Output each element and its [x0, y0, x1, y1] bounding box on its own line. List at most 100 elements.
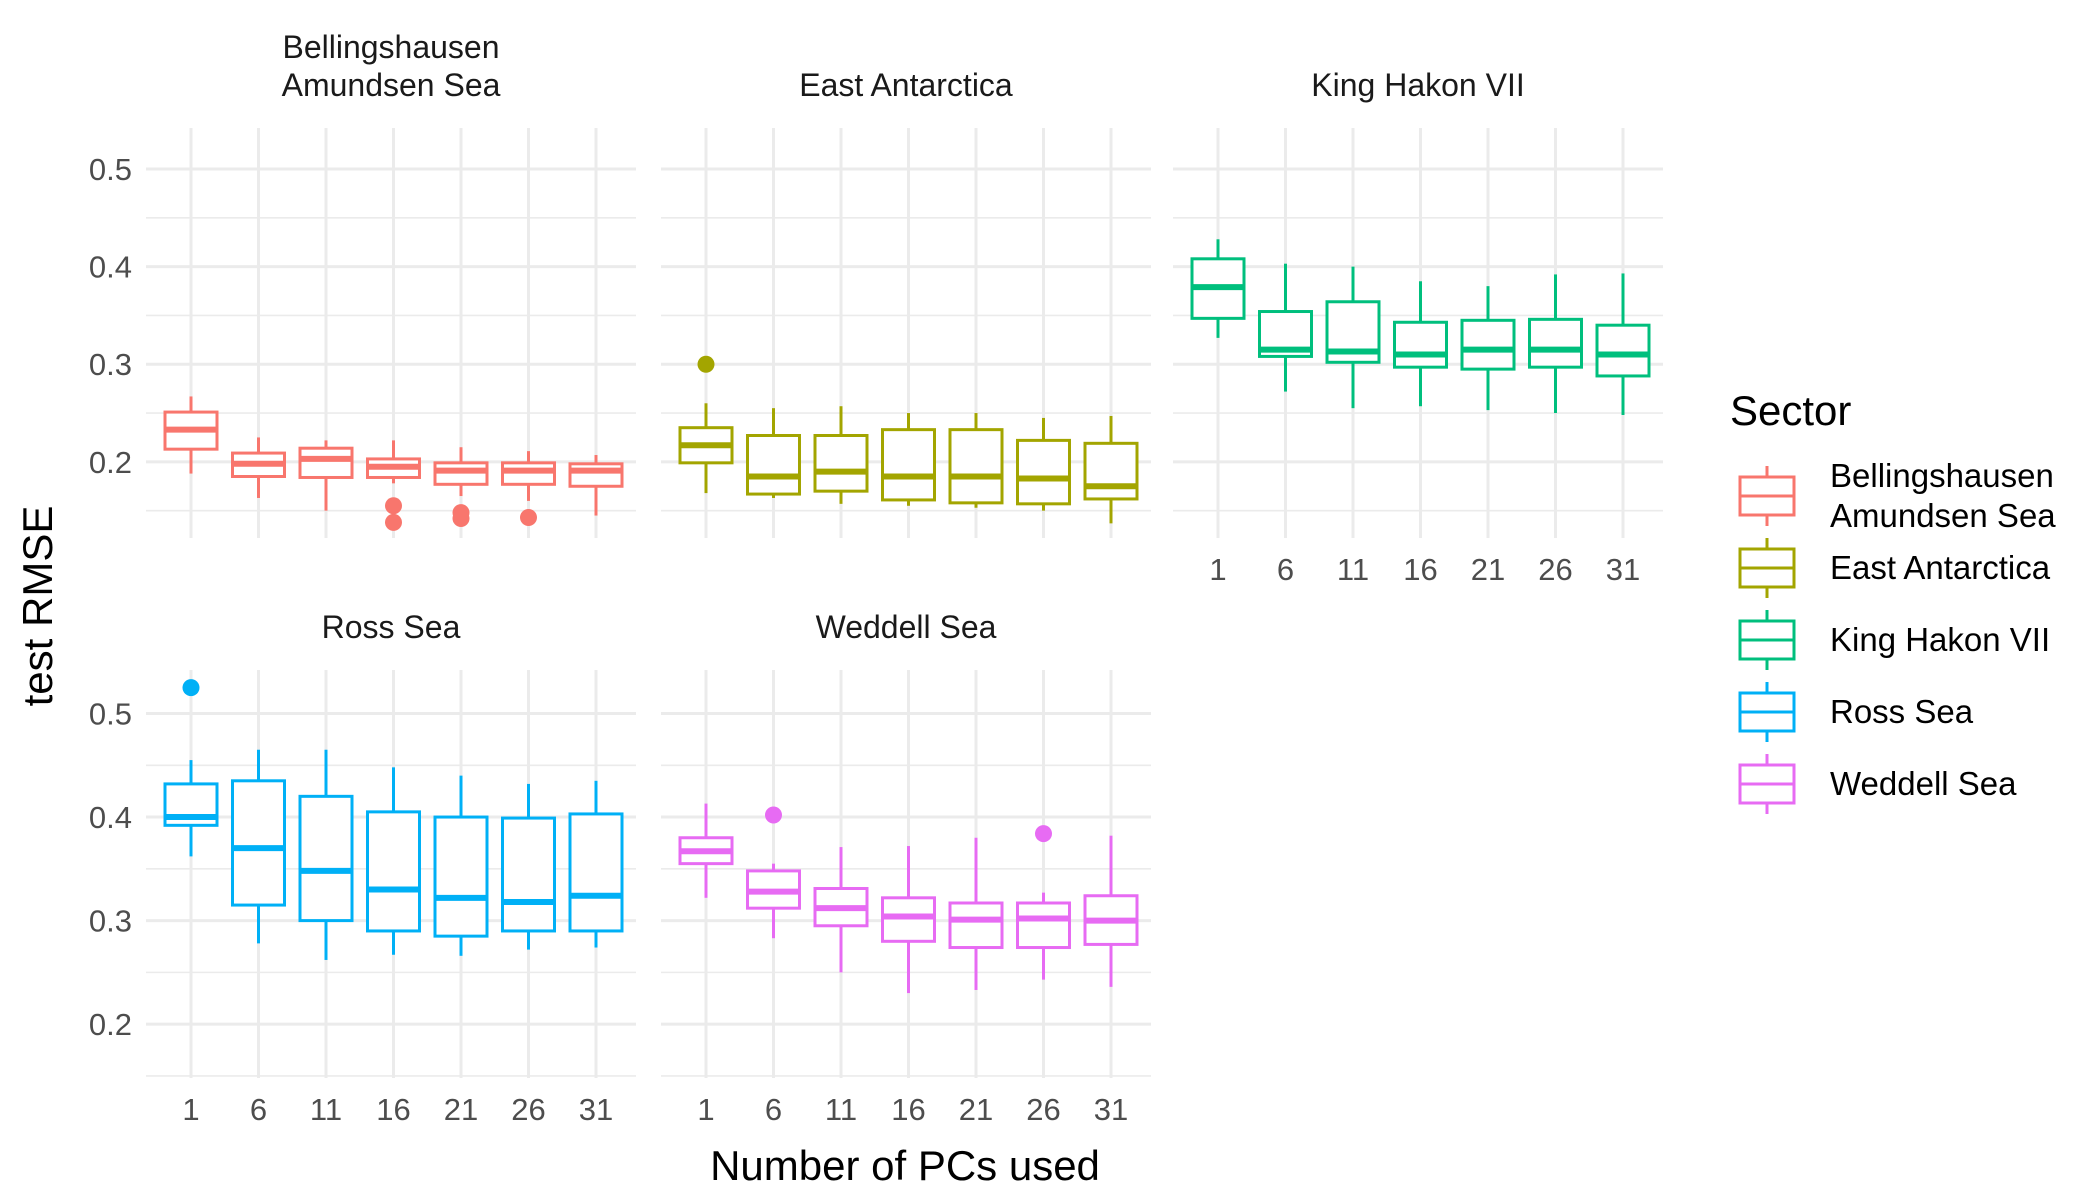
box-iqr — [1393, 320, 1448, 369]
boxplot-box — [298, 440, 354, 511]
box-iqr — [948, 901, 1004, 950]
x-axis-title: Number of PCs used — [710, 1142, 1100, 1189]
boxplot-box — [678, 355, 734, 494]
boxplot-box — [813, 406, 869, 504]
x-tick-label: 11 — [825, 1092, 857, 1127]
box-iqr — [813, 434, 869, 493]
legend-label: Weddell Sea — [1830, 765, 2017, 802]
x-tick-label: 16 — [891, 1092, 925, 1127]
x-tick-label: 11 — [310, 1092, 342, 1127]
boxplot-box — [1528, 274, 1583, 414]
outlier-point — [182, 679, 200, 697]
boxplot-box — [678, 803, 734, 898]
y-tick-label: 0.5 — [89, 152, 132, 187]
x-tick-label: 26 — [1538, 552, 1572, 587]
x-tick-label: 1 — [697, 1092, 714, 1127]
boxplot-box — [366, 440, 421, 531]
legend-label: East Antarctica — [1830, 549, 2051, 586]
x-tick-label: 26 — [511, 1092, 545, 1127]
legend-item: Ross Sea — [1738, 682, 1974, 742]
boxplot-box — [1325, 266, 1381, 409]
facet-title: King Hakon VII — [1311, 67, 1524, 103]
y-tick-label: 0.2 — [89, 1007, 132, 1042]
boxplot-box — [231, 749, 286, 944]
box-iqr — [501, 816, 556, 933]
boxplot-box — [881, 846, 936, 994]
box-iqr — [568, 462, 624, 488]
outlier-point — [385, 497, 402, 515]
box-iqr — [231, 779, 286, 907]
outlier-point — [765, 806, 782, 824]
boxplot-box — [163, 679, 219, 857]
box-iqr — [1528, 317, 1583, 369]
x-tick-label: 31 — [1606, 552, 1640, 587]
facet-title: East Antarctica — [799, 67, 1013, 103]
box-iqr — [1460, 318, 1516, 371]
x-tick-label: 21 — [444, 1092, 478, 1127]
x-tick-label: 11 — [1337, 552, 1369, 587]
outlier-point — [520, 509, 537, 526]
box-iqr — [746, 434, 801, 496]
facet-title: Weddell Sea — [816, 609, 997, 645]
y-tick-label: 0.2 — [89, 445, 132, 480]
facet-panel: East Antarctica — [661, 67, 1151, 538]
box-iqr — [366, 810, 421, 933]
box-iqr — [1595, 323, 1651, 378]
boxplot-box — [1595, 273, 1651, 415]
boxplot-box — [366, 767, 421, 955]
boxplot-box — [1083, 835, 1139, 987]
x-tick-label: 16 — [376, 1092, 410, 1127]
box-iqr — [568, 812, 624, 933]
boxplot-box — [813, 847, 869, 973]
legend-item: Weddell Sea — [1738, 754, 2017, 814]
x-tick-label: 1 — [182, 1092, 199, 1127]
facet-title: Ross Sea — [322, 609, 461, 645]
x-tick-label: 31 — [1094, 1092, 1128, 1127]
boxplot-box — [948, 413, 1004, 508]
y-tick-label: 0.4 — [89, 800, 132, 835]
x-tick-label: 6 — [765, 1092, 782, 1127]
x-tick-label: 21 — [1471, 552, 1505, 587]
x-tick-label: 6 — [250, 1092, 267, 1127]
y-tick-label: 0.5 — [89, 696, 132, 731]
y-axis-title: test RMSE — [14, 506, 61, 707]
x-tick-label: 16 — [1403, 552, 1437, 587]
boxplot-box — [1016, 825, 1071, 980]
boxplot-box — [163, 396, 219, 474]
boxplot-box — [1190, 239, 1246, 338]
outlier-point — [697, 355, 715, 373]
x-tick-label: 31 — [579, 1092, 613, 1127]
boxplot-box — [1258, 263, 1313, 392]
boxplot-box — [948, 837, 1004, 990]
boxplot-box — [433, 775, 489, 956]
x-tick-label: 21 — [959, 1092, 993, 1127]
facet-title: Bellingshausen — [282, 29, 499, 65]
boxplot-box — [1393, 281, 1448, 407]
legend-title: Sector — [1730, 387, 1851, 434]
boxplot-box — [1083, 415, 1139, 524]
legend-item: East Antarctica — [1738, 538, 2051, 598]
box-iqr — [1083, 441, 1139, 501]
boxplot-box — [501, 451, 556, 526]
legend-label: Bellingshausen — [1830, 457, 2054, 494]
y-tick-label: 0.4 — [89, 250, 132, 285]
outlier-point — [452, 509, 470, 527]
box-iqr — [1016, 438, 1071, 506]
outlier-point — [385, 513, 402, 531]
outlier-point — [1035, 825, 1052, 843]
box-iqr — [433, 815, 489, 938]
box-iqr — [881, 428, 936, 502]
box-iqr — [1016, 901, 1071, 950]
box-iqr — [298, 794, 354, 923]
legend-item: King Hakon VII — [1738, 610, 2050, 670]
box-iqr — [881, 896, 936, 943]
boxplot-box — [568, 455, 624, 516]
box-iqr — [298, 446, 354, 479]
facet-title: Amundsen Sea — [282, 67, 501, 103]
